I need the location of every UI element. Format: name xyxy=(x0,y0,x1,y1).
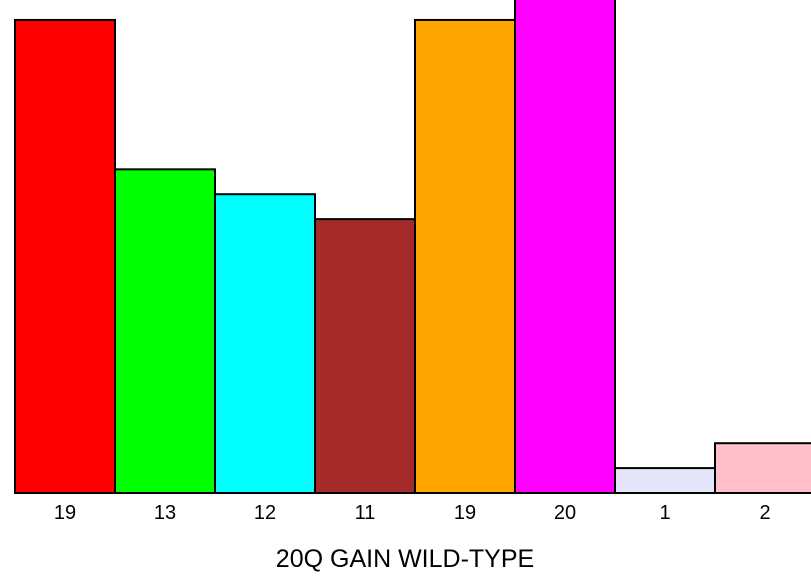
bar-1 xyxy=(14,18,116,494)
x-axis-title: 20Q GAIN WILD-TYPE xyxy=(276,545,534,573)
x-tick-label: 2 xyxy=(759,502,770,524)
x-tick-label: 11 xyxy=(355,502,376,524)
x-tick-label: 20 xyxy=(554,502,576,524)
x-tick-label: 19 xyxy=(454,502,476,524)
bar-3 xyxy=(214,193,316,494)
bar-7 xyxy=(614,467,716,495)
x-tick-label: 19 xyxy=(54,502,76,524)
bar-8 xyxy=(714,442,811,494)
bar-4 xyxy=(314,218,416,495)
bar-2 xyxy=(114,168,216,494)
x-tick-label: 12 xyxy=(254,502,276,524)
bar-5 xyxy=(414,18,516,494)
x-tick-label: 1 xyxy=(659,502,670,524)
x-tick-label: 13 xyxy=(154,502,176,524)
tick-labels-group: 19 13 12 11 19 20 1 2 xyxy=(54,502,771,524)
bar-6 xyxy=(514,0,616,495)
bars-group xyxy=(14,0,811,495)
